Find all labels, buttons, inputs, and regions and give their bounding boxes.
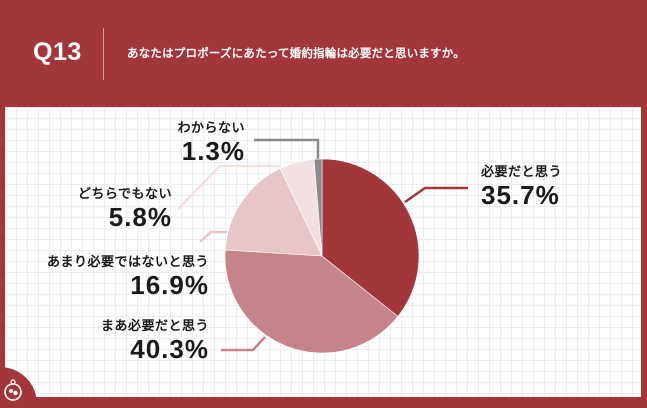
category-label: どちらでもない (77, 187, 172, 202)
category-label: わからない (177, 121, 245, 136)
percent-value: 35.7% (481, 180, 560, 210)
leader-line (199, 230, 227, 243)
brand-logo (0, 367, 37, 404)
question-number: Q13 (33, 38, 82, 66)
pie-chart (177, 138, 468, 354)
category-label: まあ必要だと思う (100, 319, 209, 334)
ring-couple-icon (4, 379, 22, 401)
slice-necessary (321, 158, 420, 317)
leader-line (254, 138, 320, 159)
percent-value: 16.9% (130, 270, 209, 300)
slice-not-very-necessary (224, 168, 323, 257)
category-label: 必要だと思う (481, 165, 563, 180)
label-neither: どちらでもない 5.8% (78, 183, 172, 232)
chart-panel: 必要だと思う 35.7% まあ必要だと思う 40.3% あまり必要ではないと思う… (5, 107, 641, 397)
leader-line (177, 164, 280, 210)
percent-value: 1.3% (181, 136, 245, 166)
category-label: あまり必要ではないと思う (46, 255, 209, 270)
slice-unknown (313, 158, 323, 257)
slice-somewhat-necessary (224, 249, 399, 354)
label-necessary: 必要だと思う 35.7% (481, 161, 562, 210)
percent-value: 5.8% (108, 202, 172, 232)
question-text: あなたはプロポーズにあたって婚約指輪は必要だと思いますか。 (127, 46, 465, 60)
percent-value: 40.3% (130, 334, 209, 364)
header-divider (103, 28, 104, 80)
label-somewhat-necessary: まあ必要だと思う 40.3% (101, 315, 209, 364)
leader-line (221, 336, 266, 352)
label-not-very-necessary: あまり必要ではないと思う 16.9% (47, 251, 209, 300)
leader-line (404, 186, 468, 204)
label-unknown: わからない 1.3% (177, 117, 245, 166)
